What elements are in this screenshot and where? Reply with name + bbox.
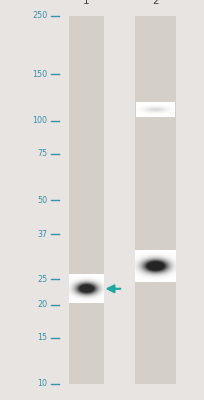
Bar bbox=[135, 16, 175, 384]
Text: 50: 50 bbox=[37, 196, 47, 204]
Text: 20: 20 bbox=[37, 300, 47, 309]
Text: 37: 37 bbox=[37, 230, 47, 239]
Text: 10: 10 bbox=[37, 380, 47, 388]
Text: 150: 150 bbox=[32, 70, 47, 79]
Text: 250: 250 bbox=[32, 12, 47, 20]
Text: 1: 1 bbox=[82, 0, 89, 6]
Text: 2: 2 bbox=[152, 0, 158, 6]
Text: 100: 100 bbox=[32, 116, 47, 125]
Text: 25: 25 bbox=[37, 275, 47, 284]
Text: 15: 15 bbox=[37, 333, 47, 342]
Text: 75: 75 bbox=[37, 149, 47, 158]
Bar bbox=[68, 16, 103, 384]
